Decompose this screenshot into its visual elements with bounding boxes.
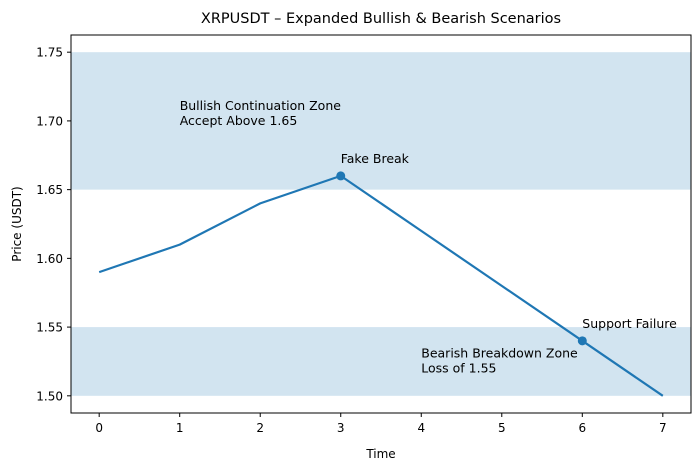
x-axis-label: Time <box>365 447 395 461</box>
y-tick-label: 1.70 <box>36 114 63 128</box>
series-layer <box>98 174 664 397</box>
y-tick-label: 1.65 <box>36 183 63 197</box>
zone-bands <box>71 52 691 396</box>
y-tick-label: 1.55 <box>36 321 63 335</box>
zone-label-0: Bullish Continuation Zone Accept Above 1.… <box>180 98 342 128</box>
y-tick-label: 1.75 <box>36 46 63 60</box>
x-tick-label: 7 <box>659 421 667 435</box>
price-line-0 <box>98 174 664 397</box>
marker-point-1 <box>577 336 587 346</box>
x-tick-label: 6 <box>578 421 586 435</box>
plot-frame <box>70 34 692 414</box>
y-axis-ticks: 1.50 1.55 1.60 1.65 1.70 1.75 <box>36 46 71 403</box>
marker-label-0: Fake Break <box>341 151 410 166</box>
marker-layer <box>336 171 587 346</box>
chart-title: XRPUSDT – Expanded Bullish & Bearish Sce… <box>201 11 561 27</box>
marker-label-1: Support Failure <box>582 316 677 331</box>
y-tick-label: 1.50 <box>36 389 63 403</box>
x-axis-ticks: 0 1 2 3 4 5 6 7 <box>95 413 667 435</box>
y-axis-label: Price (USDT) <box>10 186 24 261</box>
marker-point-0 <box>336 171 346 181</box>
annotation-layer: Fake Break Support Failure Bullish Continu… <box>180 98 677 375</box>
x-tick-label: 4 <box>417 421 425 435</box>
zone-label-1: Bearish Breakdown Zone Loss of 1.55 <box>421 345 578 375</box>
zone-band-0 <box>71 52 691 190</box>
x-tick-label: 3 <box>337 421 345 435</box>
x-tick-label: 5 <box>498 421 506 435</box>
x-tick-label: 1 <box>176 421 184 435</box>
zone-band-1 <box>71 327 691 396</box>
x-tick-label: 0 <box>95 421 103 435</box>
y-tick-label: 1.60 <box>36 252 63 266</box>
x-tick-label: 2 <box>256 421 264 435</box>
